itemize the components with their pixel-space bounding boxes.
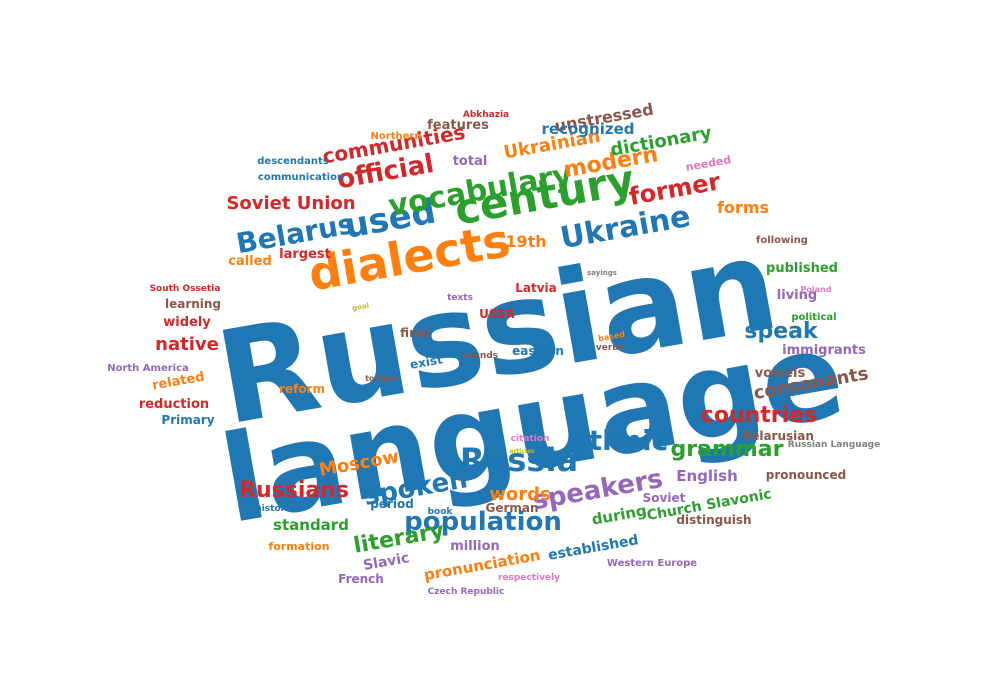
word-verbs: verbs [596,343,624,353]
word-speak: speak [744,319,819,344]
word-largest: largest [279,247,331,262]
word-million: million [450,539,500,554]
word-recognized: recognized [542,120,635,138]
word-vowels: vowels [755,366,806,381]
word-population: population [404,507,562,537]
word-respectively: respectively [498,573,560,583]
word-reform: reform [279,382,325,396]
word-reduction: reduction [139,397,209,412]
word-northern: Northern [371,131,422,142]
word-ethnic: ethnic [570,424,668,457]
word-eastern: eastern [512,344,564,358]
word-words: words [489,484,550,505]
word-grammar: grammar [671,437,784,462]
word-tongue: tongue [365,374,397,383]
word-learning: learning [165,297,221,311]
word-native: native [155,334,219,355]
word-forms: forms [717,198,769,217]
word-sayings: sayings [587,269,617,277]
word-total: total [453,154,488,169]
word-russian-language: Russian Language [788,440,880,450]
word-russia: Russia [460,441,578,479]
word-countries: countries [701,403,817,428]
word-slavic: Slavic [362,550,411,574]
word-called: called [228,254,272,269]
word-ussr: USSR [479,307,515,321]
word-citation: citation [511,434,550,444]
word-book: book [428,507,454,517]
word-exist: exist [409,352,444,372]
word-abkhazia: Abkhazia [463,110,509,120]
word-historical: historical [255,504,302,514]
word-widely: widely [163,315,211,330]
word-south-ossetia: South Ossetia [150,284,221,294]
word-goal: goal [352,302,370,313]
word-articles: articles [509,448,535,455]
word-soviet-union: Soviet Union [226,193,355,214]
word-texts: texts [447,293,473,303]
word-final: final [400,326,430,340]
word-communication: communication [258,172,344,183]
word-poland: Poland [801,285,832,294]
word-immigrants: immigrants [782,343,866,358]
word-sounds: sounds [462,351,498,361]
word-following: following [756,235,808,246]
word-distinguish: distinguish [676,513,751,527]
word-19th: 19th [505,232,546,251]
word-published: published [766,261,838,276]
word-latvia: Latvia [515,281,557,295]
word-pronounced: pronounced [766,468,846,482]
word-descendants: descendants [257,156,329,167]
word-during: during [590,501,648,528]
word-standard: standard [273,516,349,534]
word-soviet: Soviet [643,491,686,505]
word-german: German [485,501,538,515]
word-features: features [427,118,489,133]
word-french: French [338,572,384,586]
word-western-europe: Western Europe [607,558,697,569]
word-russians: Russians [239,478,349,503]
word-belarusian: Belarusian [742,429,814,443]
word-czech-republic: Czech Republic [428,587,505,597]
word-primary: Primary [161,413,214,427]
word-period: period [370,497,414,511]
word-political: political [791,312,836,323]
word-formation: formation [268,540,329,553]
word-north-america: North America [107,363,189,374]
word-english: English [676,467,738,485]
word-living: living [777,288,817,303]
